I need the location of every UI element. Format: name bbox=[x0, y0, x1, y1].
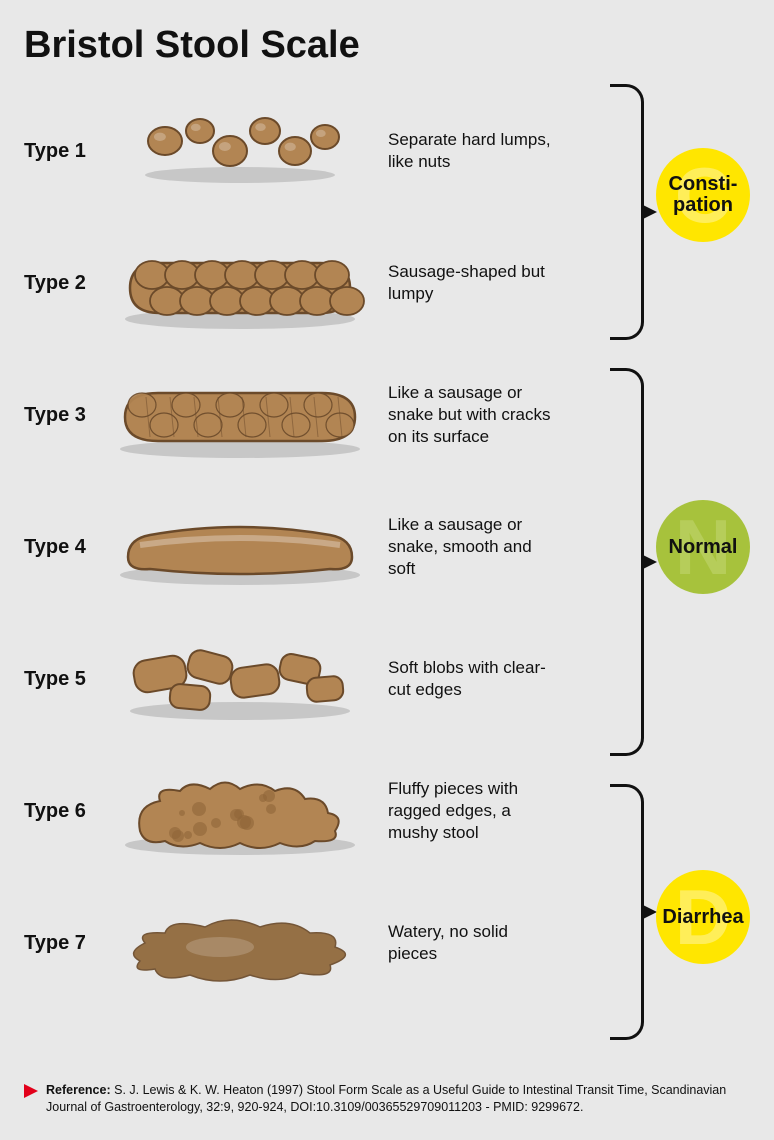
marker-triangle-icon bbox=[24, 1084, 38, 1098]
type-label: Type 5 bbox=[24, 668, 110, 691]
badge-label: Diarrhea bbox=[662, 907, 743, 928]
stool-illustration-2 bbox=[110, 223, 370, 343]
type-description: Fluffy pieces with ragged edges, a mushy… bbox=[370, 778, 560, 844]
type-label: Type 2 bbox=[24, 272, 110, 295]
badge-label: Normal bbox=[669, 537, 738, 558]
type-description: Sausage-shaped but lumpy bbox=[370, 261, 560, 305]
badge-n: N Normal bbox=[656, 500, 750, 594]
stool-illustration-4 bbox=[110, 487, 370, 607]
reference-label: Reference: bbox=[46, 1083, 111, 1097]
type-label: Type 6 bbox=[24, 800, 110, 823]
type-description: Separate hard lumps, like nuts bbox=[370, 129, 560, 173]
type-row-2: Type 2 Sausage-shaped but lumpy bbox=[24, 217, 604, 349]
type-description: Watery, no solid pieces bbox=[370, 921, 560, 965]
stool-illustration-5 bbox=[110, 619, 370, 739]
type-description: Like a sausage or snake but with cracks … bbox=[370, 382, 560, 448]
badge-label: Consti-pation bbox=[669, 174, 738, 216]
stool-illustration-1 bbox=[110, 91, 370, 211]
type-row-1: Type 1 Separate hard lumps, like nuts bbox=[24, 85, 604, 217]
footer-reference: Reference: S. J. Lewis & K. W. Heaton (1… bbox=[24, 1082, 750, 1116]
type-description: Soft blobs with clear-cut edges bbox=[370, 657, 560, 701]
type-label: Type 1 bbox=[24, 140, 110, 163]
badge-c: C Consti-pation bbox=[656, 148, 750, 242]
reference-text: S. J. Lewis & K. W. Heaton (1997) Stool … bbox=[46, 1083, 726, 1114]
type-row-3: Type 3 Like a sausage or snake but with … bbox=[24, 349, 604, 481]
stool-illustration-6 bbox=[110, 751, 370, 871]
badge-d: D Diarrhea bbox=[656, 870, 750, 964]
type-row-7: Type 7 Watery, no solid pieces bbox=[24, 877, 604, 1009]
type-row-5: Type 5 Soft blobs with clear-cut edges bbox=[24, 613, 604, 745]
page-title: Bristol Stool Scale bbox=[24, 24, 750, 67]
type-label: Type 4 bbox=[24, 536, 110, 559]
type-label: Type 3 bbox=[24, 404, 110, 427]
footer-text: Reference: S. J. Lewis & K. W. Heaton (1… bbox=[46, 1082, 750, 1116]
type-row-6: Type 6 Fluffy pieces with ragged edges, … bbox=[24, 745, 604, 877]
bracket-d bbox=[610, 784, 644, 1040]
type-description: Like a sausage or snake, smooth and soft bbox=[370, 514, 560, 580]
chart-container: Bristol Stool Scale Type 1 Separate hard… bbox=[0, 0, 774, 1140]
bracket-c bbox=[610, 84, 644, 340]
type-label: Type 7 bbox=[24, 932, 110, 955]
type-row-4: Type 4 Like a sausage or snake, smooth a… bbox=[24, 481, 604, 613]
stool-illustration-3 bbox=[110, 355, 370, 475]
stool-illustration-7 bbox=[110, 883, 370, 1003]
bracket-n bbox=[610, 368, 644, 756]
